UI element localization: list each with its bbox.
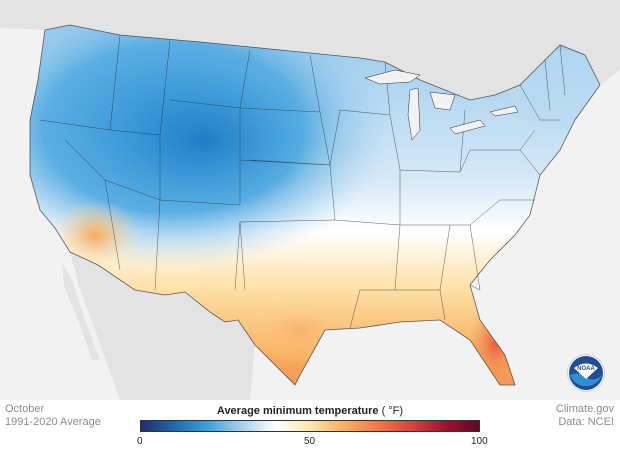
canada-land xyxy=(0,0,620,100)
data-credit-label: Data: NCEI xyxy=(558,416,614,428)
footer-right: Climate.gov Data: NCEI xyxy=(556,403,614,429)
noaa-logo-icon: NOAA xyxy=(568,355,604,391)
footer-left: October 1991-2020 Average xyxy=(5,403,101,429)
state-borders xyxy=(29,24,601,386)
legend-tick-min: 0 xyxy=(137,436,143,447)
baja-peninsula xyxy=(62,262,100,360)
legend-color-bar xyxy=(140,420,480,432)
source-label: Climate.gov xyxy=(555,403,614,415)
legend-title: Average minimum temperature ( °F) xyxy=(140,405,480,417)
temperature-map xyxy=(0,0,620,400)
legend-tick-mid: 50 xyxy=(304,436,316,447)
great-lakes xyxy=(364,69,519,141)
legend-unit: ( °F) xyxy=(381,405,404,417)
month-label: October xyxy=(5,403,45,415)
map-area: NOAA xyxy=(0,0,620,400)
mexico-land xyxy=(70,252,255,400)
legend-tick-max: 100 xyxy=(471,436,488,447)
legend-title-text: Average minimum temperature xyxy=(216,405,379,417)
period-label: 1991-2020 Average xyxy=(5,416,101,428)
noaa-logo-text: NOAA xyxy=(577,366,595,372)
